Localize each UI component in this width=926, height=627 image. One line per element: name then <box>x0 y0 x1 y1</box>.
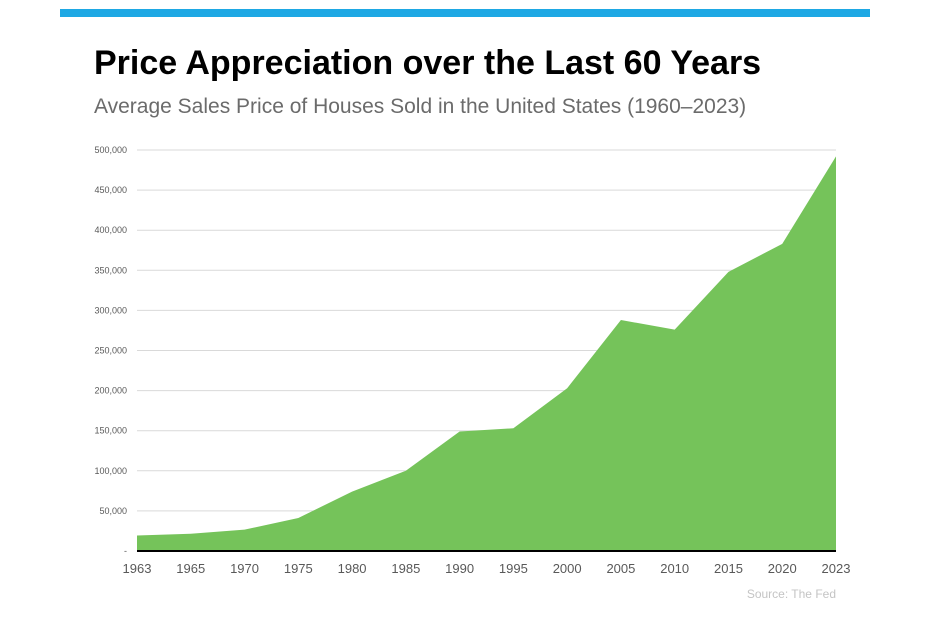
y-tick-label: 300,000 <box>94 305 127 315</box>
y-tick-labels: - 50,000 100,000 150,000 200,000 250,000 300,0… <box>94 145 127 556</box>
x-tick-label: 1980 <box>338 561 367 576</box>
y-tick-label: 100,000 <box>94 466 127 476</box>
x-tick-label: 1975 <box>284 561 313 576</box>
x-tick-label: 2015 <box>714 561 743 576</box>
chart-subtitle: Average Sales Price of Houses Sold in th… <box>94 95 747 118</box>
x-tick-label: 2023 <box>822 561 851 576</box>
source-note: Source: The Fed <box>746 587 836 601</box>
chart-title: Price Appreciation over the Last 60 Year… <box>94 44 762 82</box>
y-tick-label: 400,000 <box>94 225 127 235</box>
y-tick-label: 350,000 <box>94 265 127 275</box>
accent-top-bar <box>60 9 870 17</box>
x-tick-label: 2020 <box>768 561 797 576</box>
y-tick-label: 150,000 <box>94 426 127 436</box>
x-tick-label: 1995 <box>499 561 528 576</box>
x-tick-label: 1985 <box>391 561 420 576</box>
y-tick-label: 200,000 <box>94 386 127 396</box>
x-tick-label: 1990 <box>445 561 474 576</box>
x-tick-label: 1965 <box>176 561 205 576</box>
price-area <box>137 156 836 551</box>
y-tick-label: 250,000 <box>94 346 127 356</box>
x-tick-label: 2005 <box>606 561 635 576</box>
y-tick-label: 50,000 <box>99 506 127 516</box>
y-tick-label: 450,000 <box>94 185 127 195</box>
x-tick-label: 1970 <box>230 561 259 576</box>
y-tick-label: - <box>124 546 127 556</box>
x-tick-label: 1963 <box>123 561 152 576</box>
y-tick-label: 500,000 <box>94 145 127 155</box>
x-tick-labels: 1963 1965 1970 1975 1980 1985 1990 1995 2000 2005… <box>123 561 851 576</box>
x-tick-label: 2010 <box>660 561 689 576</box>
x-tick-label: 2000 <box>553 561 582 576</box>
